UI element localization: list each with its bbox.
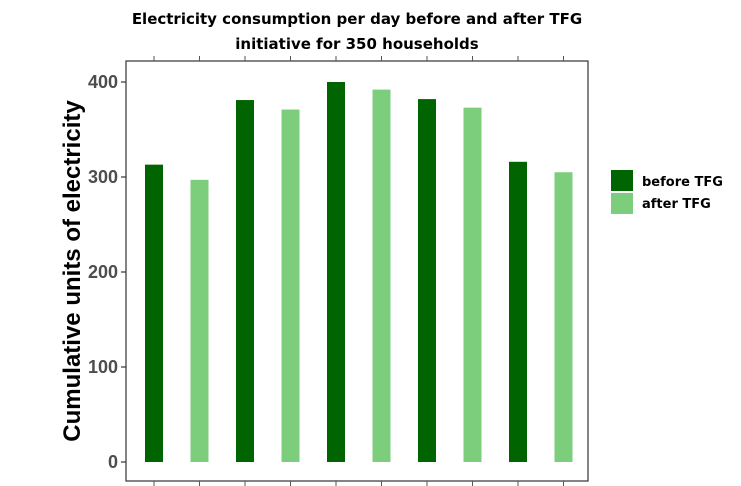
y-axis: 0 100 200 300 400	[88, 72, 126, 472]
legend-swatch-before-tfg	[611, 170, 633, 191]
y-tick-label: 400	[88, 72, 118, 92]
y-tick-label: 100	[88, 357, 118, 377]
x-axis-ticks	[153, 56, 564, 486]
chart-title-line-2: initiative for 350 households	[235, 35, 478, 53]
bar-before-tfg	[236, 100, 254, 463]
chart-title-line-1: Electricity consumption per day before a…	[132, 10, 582, 28]
legend-swatch-after-tfg	[611, 193, 633, 214]
bar-before-tfg	[509, 161, 527, 463]
bar-after-tfg	[554, 172, 573, 462]
bar-after-tfg	[463, 107, 482, 463]
legend: before TFG after TFG	[611, 170, 723, 214]
bar-before-tfg	[145, 164, 163, 462]
plot-panel-border	[125, 60, 589, 482]
bar-after-tfg	[281, 109, 300, 463]
bars-group	[145, 82, 573, 463]
y-tick-label: 300	[88, 167, 118, 187]
y-axis-label: Cumulative units of electricity	[59, 100, 86, 442]
y-tick-label: 200	[88, 262, 118, 282]
legend-label-after-tfg: after TFG	[642, 197, 711, 212]
bar-after-tfg	[372, 89, 391, 462]
y-tick-label: 0	[108, 452, 118, 472]
bar-before-tfg	[327, 82, 345, 462]
bar-after-tfg	[190, 179, 209, 462]
legend-label-before-tfg: before TFG	[642, 175, 723, 190]
bar-before-tfg	[418, 99, 436, 462]
